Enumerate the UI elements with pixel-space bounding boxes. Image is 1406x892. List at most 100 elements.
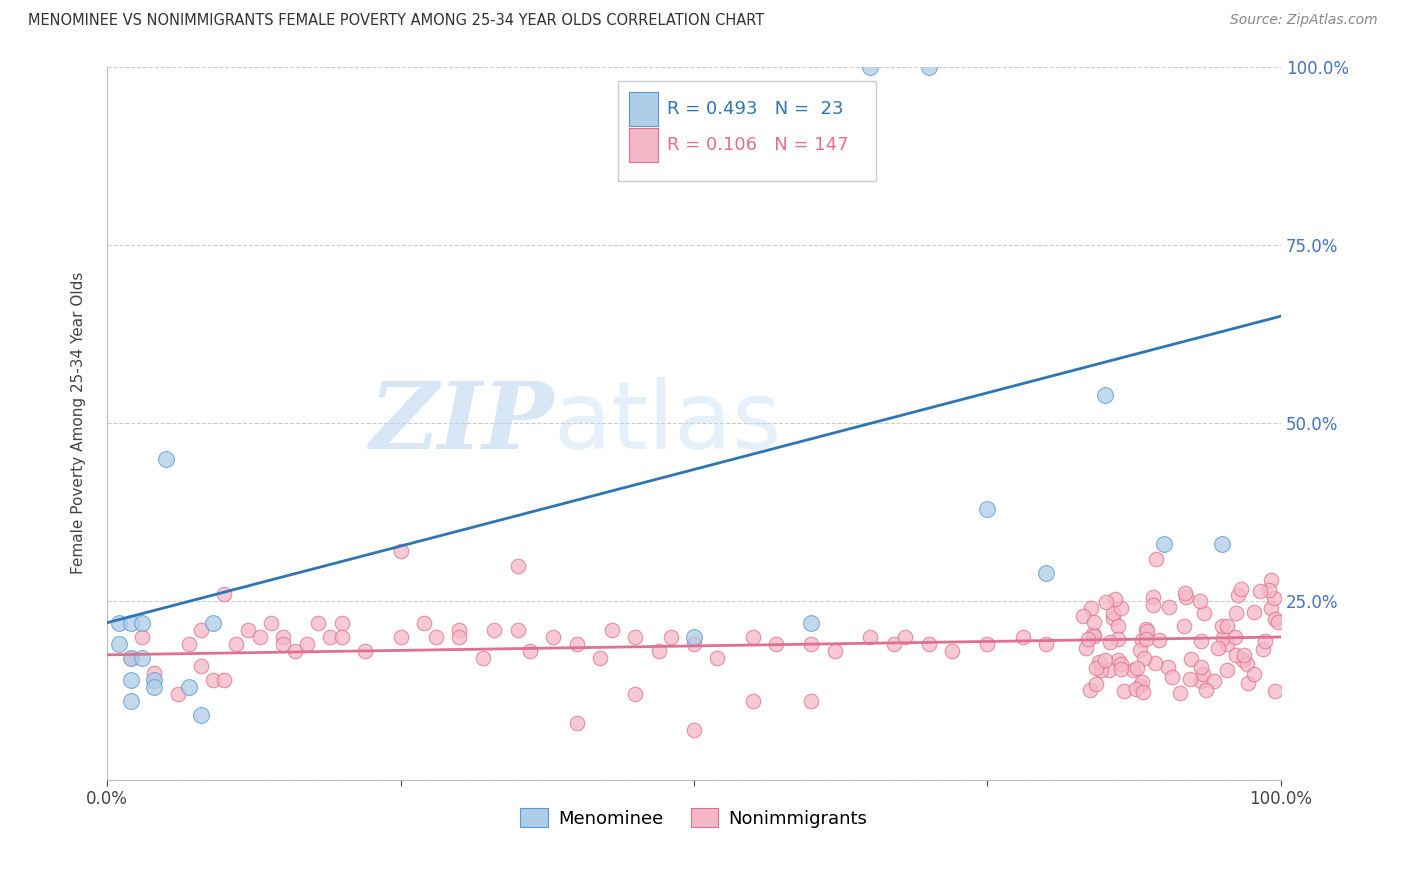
Point (1173, 619, 1195, 633)
Point (1267, 615, 1289, 629)
Point (589, 651, 612, 665)
Point (108, 637, 131, 651)
Point (976, 637, 998, 651)
Point (120, 651, 142, 665)
Point (1094, 387, 1116, 401)
Point (307, 615, 329, 630)
Point (1094, 653, 1116, 667)
Point (1130, 632, 1153, 647)
Point (120, 651, 142, 665)
FancyBboxPatch shape (617, 81, 876, 181)
Point (706, 651, 728, 665)
Point (648, 644, 671, 658)
Point (683, 723, 706, 737)
Point (1101, 606, 1123, 620)
Point (354, 644, 377, 658)
Point (201, 615, 224, 630)
Point (389, 544, 412, 558)
Point (1130, 675, 1153, 690)
Point (143, 665, 166, 680)
Point (271, 630, 294, 644)
Point (741, 694, 763, 708)
Point (1132, 651, 1154, 665)
Point (214, 673, 236, 687)
Point (1243, 605, 1265, 619)
Point (1188, 594, 1211, 608)
Point (1098, 663, 1121, 677)
Bar (630, 92, 658, 127)
Point (449, 623, 471, 637)
Point (271, 637, 294, 651)
Bar (630, 128, 658, 162)
Text: atlas: atlas (553, 377, 782, 469)
Point (120, 694, 142, 708)
Point (859, 630, 882, 644)
Point (1211, 619, 1233, 633)
Point (143, 680, 166, 694)
Point (1132, 685, 1154, 699)
Point (1257, 583, 1279, 598)
Point (1011, 630, 1033, 644)
Point (1159, 599, 1181, 614)
Text: R = 0.106   N = 147: R = 0.106 N = 147 (666, 136, 849, 154)
Point (941, 644, 963, 658)
Point (565, 637, 588, 651)
Point (800, 694, 823, 708)
Point (1090, 663, 1112, 677)
Point (1088, 655, 1111, 669)
Point (1112, 683, 1135, 698)
Point (1125, 681, 1147, 696)
Point (1232, 653, 1254, 667)
Point (883, 637, 905, 651)
Point (1109, 600, 1132, 615)
Point (1211, 537, 1233, 551)
Point (1147, 633, 1170, 648)
Point (741, 630, 763, 644)
Point (131, 615, 153, 630)
Legend: Menominee, Nonimmigrants: Menominee, Nonimmigrants (513, 801, 875, 835)
Point (1109, 662, 1132, 676)
Point (1122, 663, 1144, 677)
Point (201, 673, 224, 687)
Point (1153, 537, 1175, 551)
Point (1080, 601, 1102, 615)
Point (190, 708, 212, 723)
Point (1260, 573, 1282, 587)
Point (484, 623, 506, 637)
Point (1233, 648, 1256, 662)
Point (1094, 595, 1116, 609)
Point (1144, 551, 1167, 566)
Point (800, 637, 823, 651)
Point (1080, 683, 1102, 698)
Point (541, 630, 564, 644)
Point (1142, 590, 1164, 604)
Point (1083, 615, 1105, 629)
Point (179, 637, 201, 651)
Point (1191, 667, 1213, 681)
Point (1260, 600, 1282, 615)
Point (1180, 652, 1202, 666)
Point (190, 658, 212, 673)
Point (166, 687, 188, 701)
Point (295, 637, 318, 651)
Point (260, 615, 283, 630)
Point (1142, 598, 1164, 612)
Point (1189, 660, 1212, 674)
Point (155, 451, 177, 466)
Point (1249, 584, 1271, 599)
Point (1225, 648, 1247, 662)
Text: MENOMINEE VS NONIMMIGRANTS FEMALE POVERTY AMONG 25-34 YEAR OLDS CORRELATION CHAR: MENOMINEE VS NONIMMIGRANTS FEMALE POVERT… (28, 13, 765, 29)
Point (1243, 667, 1265, 681)
Point (1212, 631, 1234, 645)
Point (1135, 622, 1157, 636)
Point (1035, 566, 1057, 580)
Point (1216, 636, 1239, 650)
Point (249, 630, 271, 644)
Point (1126, 661, 1149, 675)
Point (190, 623, 212, 637)
Point (236, 623, 259, 637)
Point (659, 630, 682, 644)
Point (1192, 606, 1215, 620)
Point (1104, 591, 1126, 606)
Point (284, 644, 307, 658)
